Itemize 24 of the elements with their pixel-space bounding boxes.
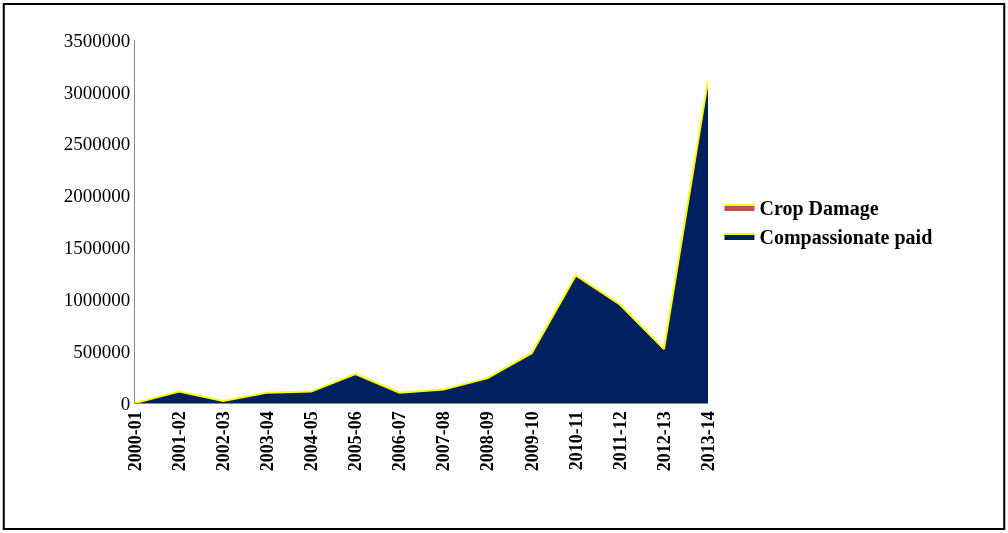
y-tick-label: 2500000 xyxy=(63,133,131,155)
x-tick-label: 2012-13 xyxy=(653,411,674,472)
x-tick-label: 2011-12 xyxy=(609,411,630,471)
x-tick-label: 2008-09 xyxy=(477,411,498,472)
x-tick-label: 2001-02 xyxy=(168,411,189,472)
x-tick-label: 2000-01 xyxy=(124,411,145,472)
y-tick-label: 0 xyxy=(120,392,131,414)
legend-label: Compassionate paid xyxy=(759,225,933,249)
x-tick-label: 2006-07 xyxy=(389,411,410,472)
y-tick-label: 500000 xyxy=(73,340,131,362)
x-tick-label: 2005-06 xyxy=(345,411,366,472)
x-tick-label: 2002-03 xyxy=(213,411,233,472)
legend-label: Crop Damage xyxy=(759,196,879,220)
x-tick-label: 2009-10 xyxy=(521,411,542,472)
x-tick-label: 2003-04 xyxy=(257,411,278,472)
x-tick-label: 2010-11 xyxy=(565,411,586,471)
y-tick-label: 1500000 xyxy=(63,237,131,259)
x-tick-label: 2004-05 xyxy=(301,411,322,472)
y-tick-label: 3500000 xyxy=(63,29,131,51)
y-tick-label: 2000000 xyxy=(63,185,131,207)
x-tick-label: 2013-14 xyxy=(697,411,718,472)
y-tick-label: 1000000 xyxy=(63,288,131,310)
y-tick-label: 3000000 xyxy=(63,81,131,103)
x-tick-label: 2007-08 xyxy=(433,411,454,472)
